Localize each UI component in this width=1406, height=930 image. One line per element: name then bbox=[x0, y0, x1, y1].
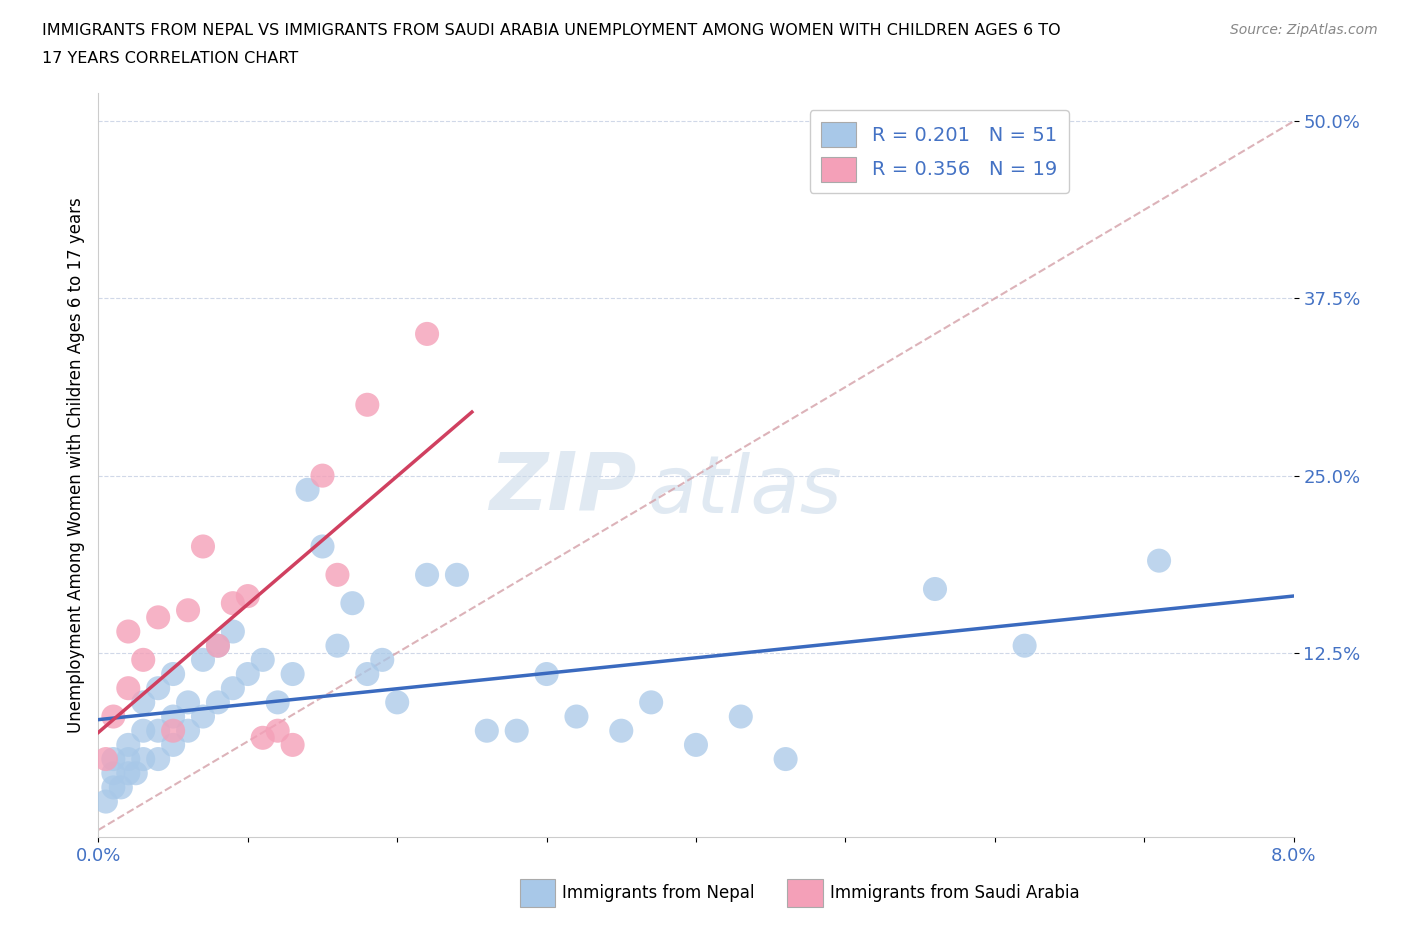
Point bbox=[267, 724, 290, 738]
Point bbox=[640, 695, 662, 710]
Point bbox=[177, 603, 200, 618]
Point bbox=[132, 751, 155, 766]
Point bbox=[117, 737, 139, 752]
Point bbox=[103, 780, 125, 795]
Point bbox=[207, 638, 229, 653]
Point bbox=[281, 737, 304, 752]
Point bbox=[148, 751, 170, 766]
Point bbox=[281, 667, 304, 682]
Point bbox=[252, 653, 274, 668]
Point bbox=[132, 695, 155, 710]
Point bbox=[103, 709, 125, 724]
Text: ZIP: ZIP bbox=[489, 448, 637, 526]
Point bbox=[117, 624, 139, 639]
Point bbox=[924, 581, 946, 596]
Point bbox=[536, 667, 558, 682]
Point bbox=[730, 709, 752, 724]
Point bbox=[685, 737, 707, 752]
Point bbox=[1147, 553, 1170, 568]
Y-axis label: Unemployment Among Women with Children Ages 6 to 17 years: Unemployment Among Women with Children A… bbox=[66, 197, 84, 733]
Point bbox=[446, 567, 468, 582]
Point bbox=[162, 667, 184, 682]
Point bbox=[148, 681, 170, 696]
Point bbox=[775, 751, 797, 766]
Point bbox=[162, 709, 184, 724]
Point bbox=[191, 709, 214, 724]
Point bbox=[148, 724, 170, 738]
Text: Immigrants from Nepal: Immigrants from Nepal bbox=[562, 884, 755, 902]
Point bbox=[222, 624, 245, 639]
Point bbox=[177, 724, 200, 738]
Point bbox=[326, 638, 349, 653]
Point bbox=[117, 751, 139, 766]
Point bbox=[565, 709, 588, 724]
Point bbox=[356, 667, 378, 682]
Point bbox=[236, 667, 259, 682]
Point bbox=[222, 681, 245, 696]
Point bbox=[162, 737, 184, 752]
Point bbox=[297, 483, 319, 498]
Point bbox=[416, 326, 439, 341]
Text: IMMIGRANTS FROM NEPAL VS IMMIGRANTS FROM SAUDI ARABIA UNEMPLOYMENT AMONG WOMEN W: IMMIGRANTS FROM NEPAL VS IMMIGRANTS FROM… bbox=[42, 23, 1060, 38]
Point bbox=[506, 724, 529, 738]
Point bbox=[1014, 638, 1036, 653]
Point bbox=[385, 695, 409, 710]
Point bbox=[207, 695, 229, 710]
Point bbox=[162, 724, 184, 738]
Point bbox=[222, 596, 245, 611]
Point bbox=[148, 610, 170, 625]
Point bbox=[191, 653, 214, 668]
Point bbox=[342, 596, 364, 611]
Point bbox=[311, 539, 333, 554]
Point bbox=[132, 653, 155, 668]
Text: 17 YEARS CORRELATION CHART: 17 YEARS CORRELATION CHART bbox=[42, 51, 298, 66]
Point bbox=[311, 468, 333, 483]
Point bbox=[110, 780, 132, 795]
Legend: R = 0.201   N = 51, R = 0.356   N = 19: R = 0.201 N = 51, R = 0.356 N = 19 bbox=[810, 110, 1069, 193]
Point bbox=[252, 730, 274, 745]
Point bbox=[191, 539, 214, 554]
Point bbox=[236, 589, 259, 604]
Point bbox=[117, 765, 139, 780]
Point bbox=[475, 724, 498, 738]
Point bbox=[356, 397, 378, 412]
Text: Source: ZipAtlas.com: Source: ZipAtlas.com bbox=[1230, 23, 1378, 37]
Text: atlas: atlas bbox=[648, 452, 844, 530]
Point bbox=[125, 765, 148, 780]
Point bbox=[94, 751, 117, 766]
Point bbox=[132, 724, 155, 738]
Point bbox=[207, 638, 229, 653]
Point bbox=[103, 751, 125, 766]
Point bbox=[610, 724, 633, 738]
Point bbox=[267, 695, 290, 710]
Point bbox=[177, 695, 200, 710]
Point bbox=[94, 794, 117, 809]
Point bbox=[326, 567, 349, 582]
Point bbox=[103, 765, 125, 780]
Text: Immigrants from Saudi Arabia: Immigrants from Saudi Arabia bbox=[830, 884, 1080, 902]
Point bbox=[416, 567, 439, 582]
Point bbox=[117, 681, 139, 696]
Point bbox=[371, 653, 394, 668]
